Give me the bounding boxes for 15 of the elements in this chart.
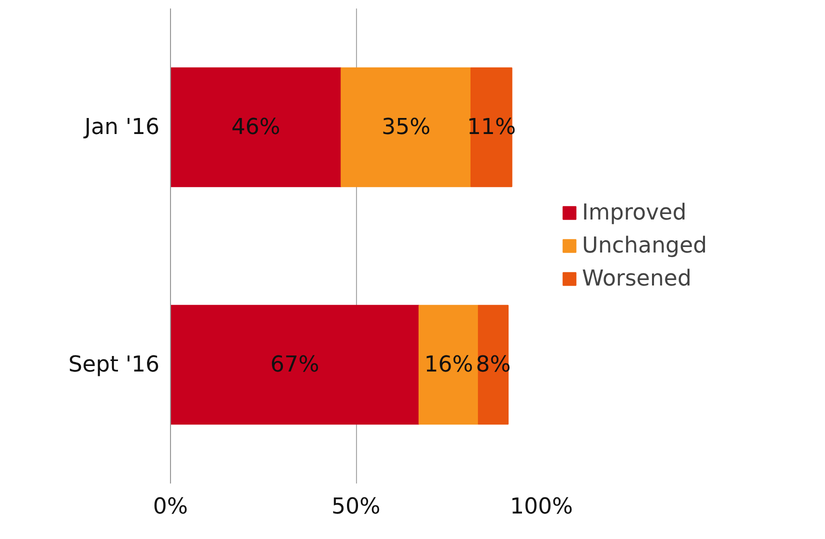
bar bbox=[170, 304, 420, 425]
y-tick-label: Jan '16 bbox=[82, 114, 160, 140]
x-tick-label: 0% bbox=[153, 494, 188, 520]
bar bbox=[170, 67, 342, 188]
legend-label: Unchanged bbox=[582, 233, 707, 258]
legend-label: Improved bbox=[582, 200, 686, 225]
x-tick-label: 100% bbox=[510, 494, 573, 520]
data-label: 46% bbox=[231, 114, 280, 140]
legend-label: Worsened bbox=[582, 266, 692, 291]
data-label: 67% bbox=[270, 352, 320, 378]
data-label: 35% bbox=[382, 114, 431, 140]
y-tick-label: Sept '16 bbox=[68, 352, 160, 378]
x-tick-label: 50% bbox=[332, 494, 380, 520]
data-label: 16% bbox=[424, 352, 474, 378]
bar bbox=[418, 304, 479, 425]
